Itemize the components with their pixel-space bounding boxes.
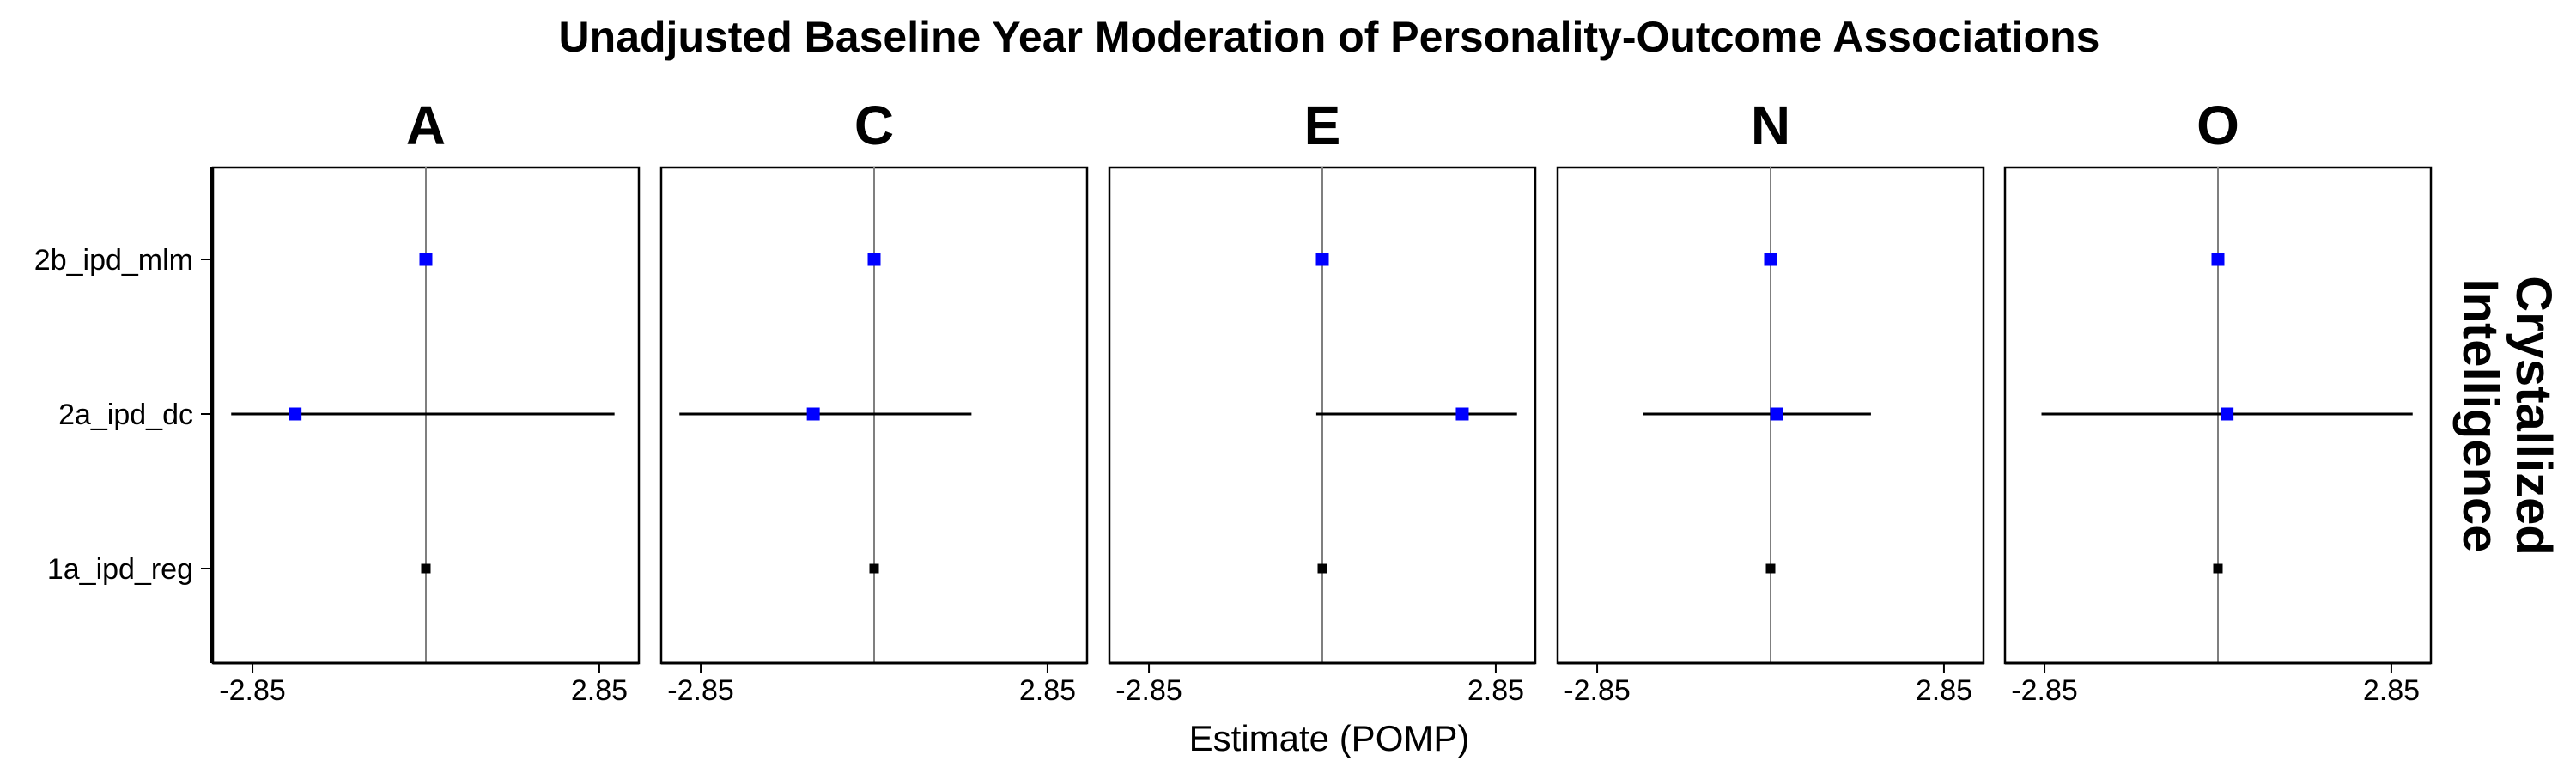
- point-estimate: [1764, 253, 1777, 266]
- x-tick-label: 2.85: [1019, 674, 1076, 707]
- facet-strip-text: Crystallized: [2506, 276, 2561, 556]
- x-tick-label: 2.85: [1916, 674, 1972, 707]
- y-tick-label: 1a_ipd_reg: [47, 553, 193, 586]
- panel-a: A -2.85 2.85: [211, 94, 641, 707]
- x-axis-title: Estimate (POMP): [1189, 718, 1470, 758]
- panel-o: O -2.85 2.85: [2003, 94, 2433, 707]
- y-axis: 2b_ipd_mlm 2a_ipd_dc 1a_ipd_reg: [34, 167, 213, 663]
- point-estimate: [1455, 407, 1469, 421]
- point-estimate: [2221, 407, 2234, 421]
- point-estimate: [867, 253, 881, 266]
- x-tick-label: 2.85: [1467, 674, 1524, 707]
- point-estimate: [2211, 253, 2225, 266]
- x-tick-label: -2.85: [667, 674, 734, 707]
- point-estimate: [806, 407, 820, 421]
- x-tick-label: 2.85: [571, 674, 628, 707]
- panel-title: O: [2196, 94, 2239, 156]
- panel-title: C: [854, 94, 894, 156]
- panel-n: N -2.85 2.85: [1556, 94, 1985, 707]
- point-estimate: [2213, 563, 2223, 574]
- x-tick-label: -2.85: [1564, 674, 1631, 707]
- panel-title: A: [406, 94, 446, 156]
- point-estimate: [869, 563, 879, 574]
- point-estimate: [1315, 253, 1329, 266]
- point-estimate: [1317, 563, 1327, 574]
- x-tick-label: -2.85: [2011, 674, 2078, 707]
- facet-strip-text: Intelligence: [2452, 278, 2508, 552]
- point-estimate: [289, 407, 302, 421]
- x-tick-label: -2.85: [1115, 674, 1182, 707]
- panel-title: E: [1304, 94, 1341, 156]
- panel-c: C -2.85 2.85: [659, 94, 1089, 707]
- point-estimate: [1765, 563, 1776, 574]
- panel-e: E -2.85 2.85: [1108, 94, 1537, 707]
- y-tick-label: 2b_ipd_mlm: [34, 244, 193, 277]
- x-tick-label: -2.85: [219, 674, 286, 707]
- y-tick-label: 2a_ipd_dc: [58, 399, 193, 431]
- panel-title: N: [1751, 94, 1790, 156]
- chart-title: Unadjusted Baseline Year Moderation of P…: [559, 13, 2100, 61]
- point-estimate: [421, 563, 431, 574]
- x-tick-label: 2.85: [2363, 674, 2420, 707]
- panels: A -2.85 2.85 C -2.85 2.85 E -2.85 2.85 N -2.85 2.85…: [211, 94, 2433, 707]
- point-estimate: [419, 253, 433, 266]
- point-estimate: [1770, 407, 1783, 421]
